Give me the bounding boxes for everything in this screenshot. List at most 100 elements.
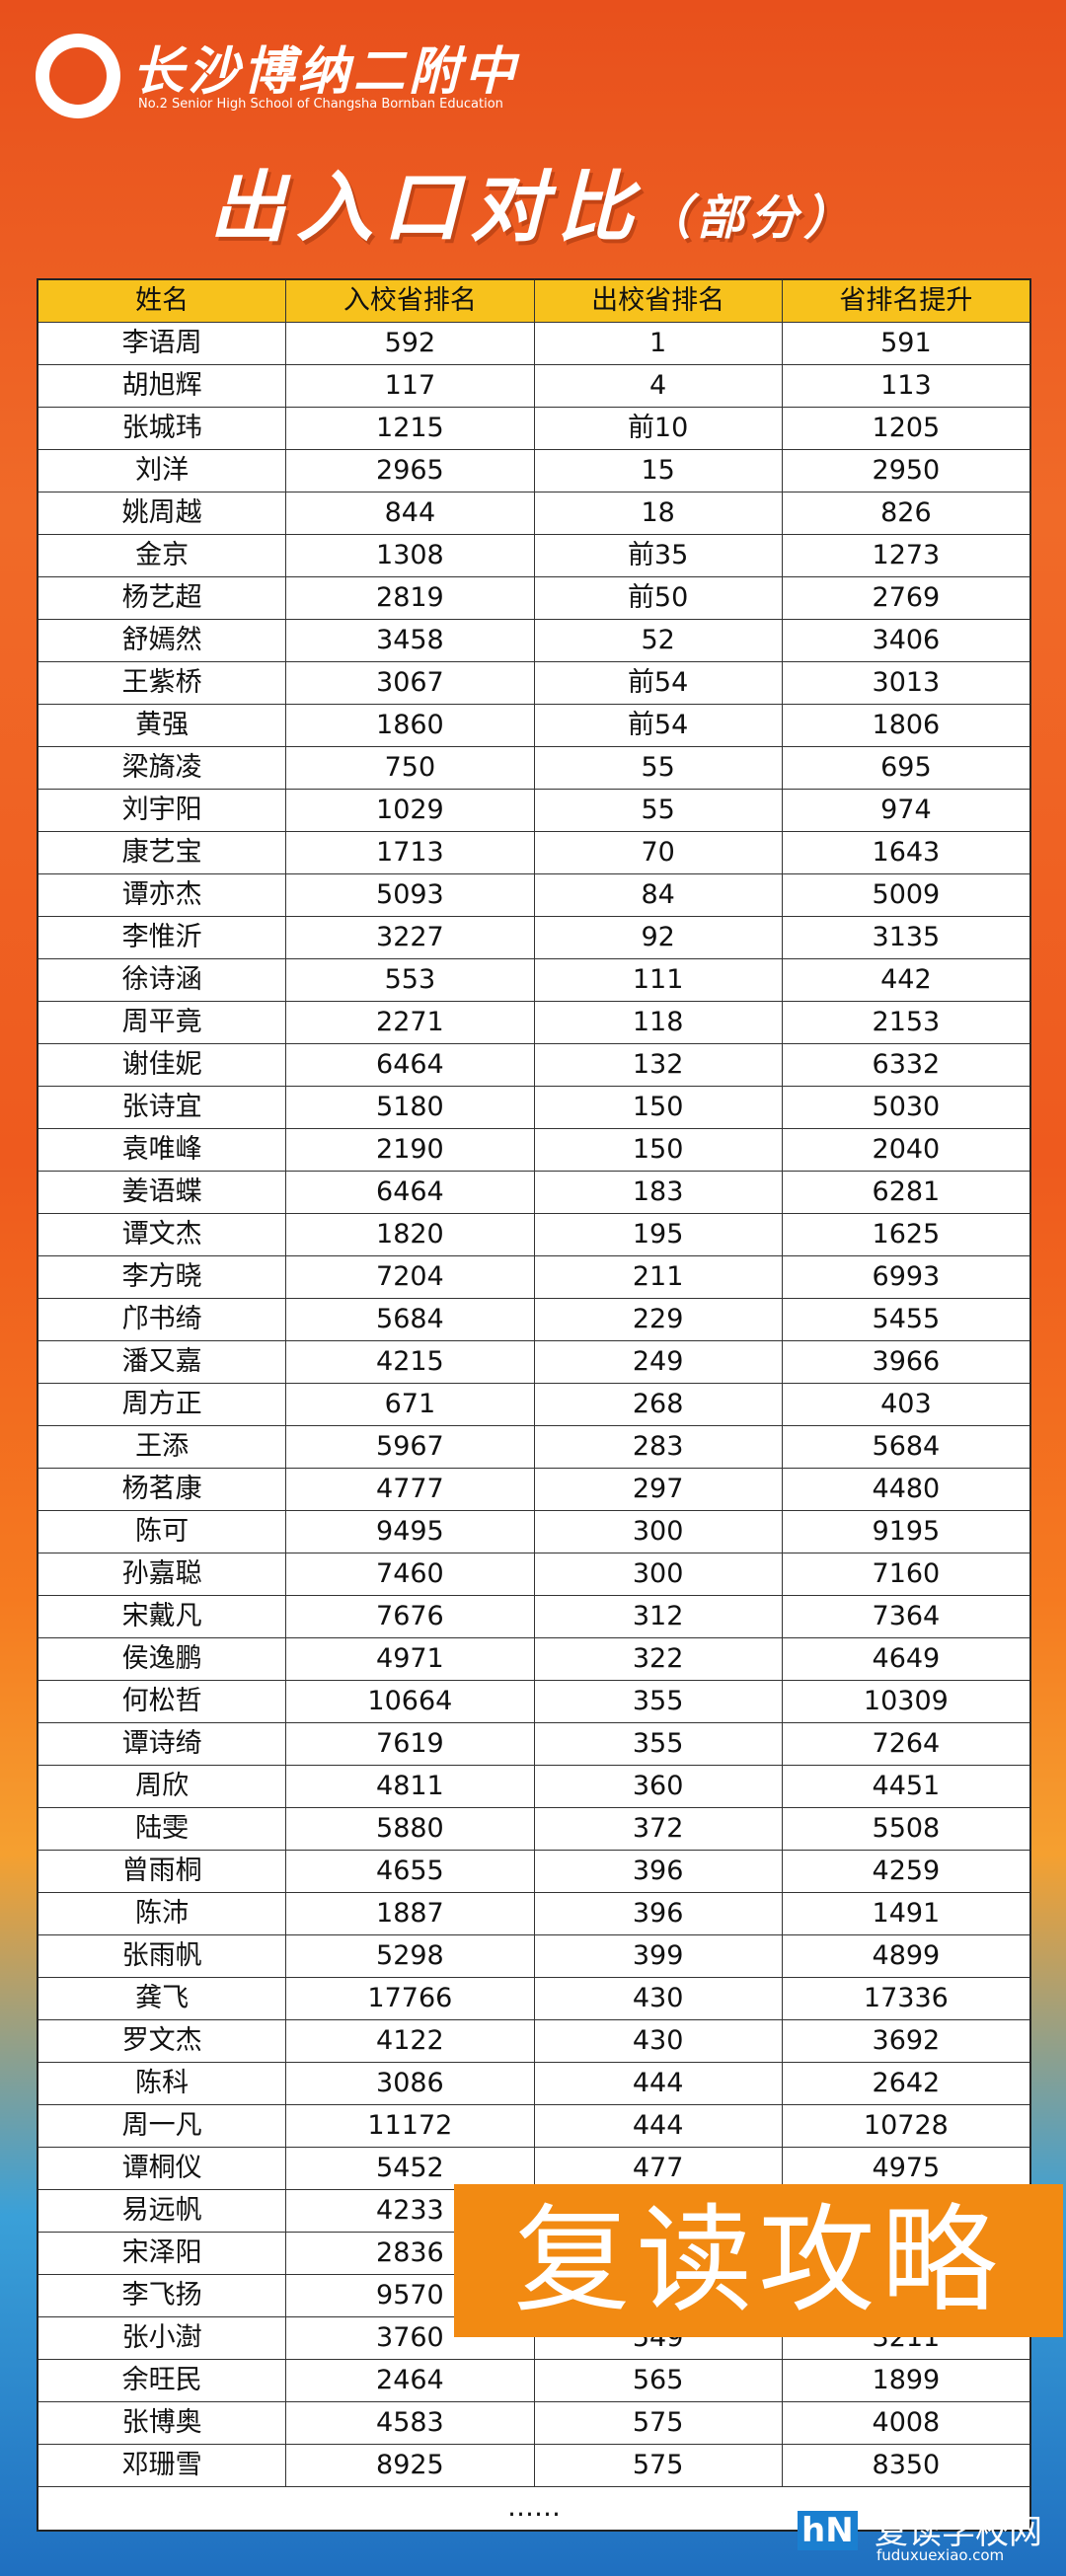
table-cell: 5452 xyxy=(286,2148,535,2189)
table-cell: 70 xyxy=(535,832,783,873)
table-cell: 1806 xyxy=(872,710,941,740)
table-row: 张博奥 4583 575 4008 xyxy=(38,2402,1029,2445)
table-row: 宋戴凡 7676 312 7364 xyxy=(38,1596,1029,1638)
table-row: 金京 1308 前35 1273 xyxy=(38,535,1029,577)
table-cell: 442 xyxy=(880,964,932,995)
table-row: 杨茗康 4777 297 4480 xyxy=(38,1469,1029,1511)
table-cell: 姜语蝶 xyxy=(38,1172,287,1213)
table-cell: 2642 xyxy=(872,2068,941,2098)
table-cell: 1820 xyxy=(286,1214,535,1255)
table-cell: 刘宇阳 xyxy=(38,790,287,831)
table-cell: 396 xyxy=(535,1851,783,1892)
table-cell: 553 xyxy=(286,959,535,1001)
table-cell: 3135 xyxy=(872,922,941,952)
table-cell: 183 xyxy=(535,1172,783,1213)
table-cell: 2190 xyxy=(286,1129,535,1171)
table-cell: 671 xyxy=(286,1384,535,1425)
table-cell: 268 xyxy=(535,1384,783,1425)
table-cell: 6464 xyxy=(286,1044,535,1086)
table-cell: 17766 xyxy=(286,1978,535,2019)
table-row: 周欣 4811 360 4451 xyxy=(38,1766,1029,1808)
table-cell: 刘洋 xyxy=(38,450,287,492)
table-cell: 7619 xyxy=(286,1723,535,1765)
table-cell: 张博奥 xyxy=(38,2402,287,2444)
table-row: 李语周 592 1 591 xyxy=(38,323,1029,365)
header-row: 姓名 入校省排名 出校省排名 省排名提升 xyxy=(38,280,1029,323)
table-cell: 10309 xyxy=(863,1686,949,1716)
header-cell: 省排名提升 xyxy=(839,285,973,316)
table-cell: 宋泽阳 xyxy=(38,2233,287,2274)
table-row: 罗文杰 4122 430 3692 xyxy=(38,2020,1029,2063)
table-cell: 胡旭辉 xyxy=(38,365,287,407)
table-row: 周一凡 11172 444 10728 xyxy=(38,2105,1029,2148)
table-cell: 7460 xyxy=(286,1553,535,1595)
table-cell: 300 xyxy=(535,1511,783,1553)
table-row: 周平竟 2271 118 2153 xyxy=(38,1002,1029,1044)
table-cell: 1029 xyxy=(286,790,535,831)
table-cell: 8350 xyxy=(872,2450,941,2480)
table-cell: 张雨帆 xyxy=(38,1935,287,1977)
table-cell: 10664 xyxy=(286,1681,535,1722)
table-cell: 5880 xyxy=(286,1808,535,1850)
table-cell: 7364 xyxy=(872,1601,941,1631)
table-cell: 周欣 xyxy=(38,1766,287,1807)
table-row: 王添 5967 283 5684 xyxy=(38,1426,1029,1469)
table-cell: 潘又嘉 xyxy=(38,1341,287,1383)
table-cell: 477 xyxy=(535,2148,783,2189)
table-row: 邝书绮 5684 229 5455 xyxy=(38,1299,1029,1341)
table-cell: 4583 xyxy=(286,2402,535,2444)
table-row: 曾雨桐 4655 396 4259 xyxy=(38,1851,1029,1893)
table-cell: 118 xyxy=(535,1002,783,1043)
table-cell: 3458 xyxy=(286,620,535,661)
table-cell: 4899 xyxy=(872,1940,941,1971)
header-cell: 出校省排名 xyxy=(535,280,783,322)
table-row: 谭诗绮 7619 355 7264 xyxy=(38,1723,1029,1766)
table-cell: 283 xyxy=(535,1426,783,1468)
table-cell: 3692 xyxy=(872,2025,941,2056)
table-cell: 3013 xyxy=(872,667,941,698)
table-cell: 826 xyxy=(880,497,932,528)
table-cell: 周方正 xyxy=(38,1384,287,1425)
table-cell: 750 xyxy=(286,747,535,789)
table-cell: 2819 xyxy=(286,577,535,619)
table-cell: 1860 xyxy=(286,705,535,746)
table-cell: 974 xyxy=(880,795,932,825)
table-cell: 1308 xyxy=(286,535,535,576)
table-cell: 4 xyxy=(535,365,783,407)
table-cell: 4008 xyxy=(872,2407,941,2438)
table-cell: 52 xyxy=(535,620,783,661)
table-cell: 92 xyxy=(535,917,783,958)
table-cell: 312 xyxy=(535,1596,783,1637)
table-cell: 403 xyxy=(880,1389,932,1419)
table-cell: 姚周越 xyxy=(38,492,287,534)
table-cell: 张诗宜 xyxy=(38,1087,287,1128)
table-cell: 592 xyxy=(286,323,535,364)
table-cell: 3067 xyxy=(286,662,535,704)
header-cell: 入校省排名 xyxy=(286,280,535,322)
table-cell: 229 xyxy=(535,1299,783,1340)
table-cell: 周一凡 xyxy=(38,2105,287,2147)
table-row: 李方晓 7204 211 6993 xyxy=(38,1256,1029,1299)
table-cell: 2965 xyxy=(286,450,535,492)
table-cell: 7264 xyxy=(872,1728,941,1759)
table-cell: 3760 xyxy=(286,2317,535,2359)
table-cell: 何松哲 xyxy=(38,1681,287,1722)
table-cell: 谭亦杰 xyxy=(38,874,287,916)
table-cell: 5508 xyxy=(872,1813,941,1844)
table-cell: 444 xyxy=(535,2105,783,2147)
table-cell: 396 xyxy=(535,1893,783,1934)
table-cell: 1215 xyxy=(286,408,535,449)
table-row: 谢佳妮 6464 132 6332 xyxy=(38,1044,1029,1087)
ellipsis-row: …… xyxy=(38,2487,1029,2530)
title-main: 出入口对比 xyxy=(208,164,644,253)
table-cell: 6332 xyxy=(872,1049,941,1080)
table-cell: 前54 xyxy=(535,705,783,746)
table-cell: 李方晓 xyxy=(38,1256,287,1298)
table-cell: 邝书绮 xyxy=(38,1299,287,1340)
table-cell: 王添 xyxy=(38,1426,287,1468)
table-cell: 杨茗康 xyxy=(38,1469,287,1510)
table-cell: 17336 xyxy=(863,1983,949,2013)
table-cell: 9195 xyxy=(872,1516,941,1547)
table-cell: 4971 xyxy=(286,1638,535,1680)
table-cell: 宋戴凡 xyxy=(38,1596,287,1637)
